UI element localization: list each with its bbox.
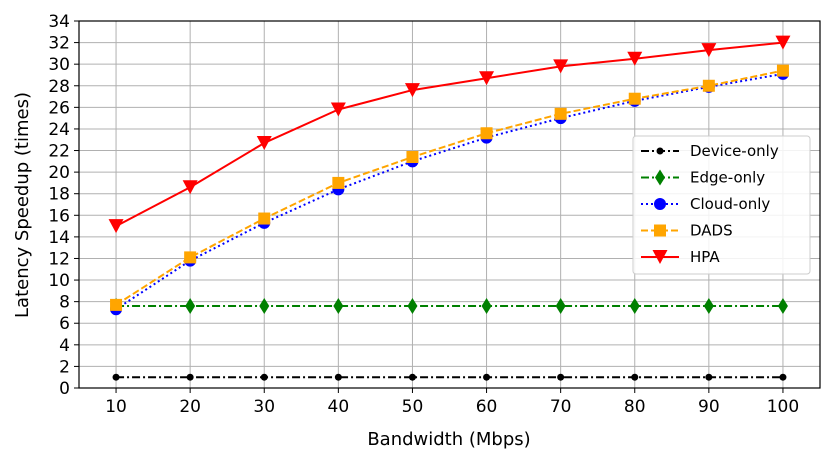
- data-point: [184, 251, 197, 264]
- data-point: [332, 176, 345, 189]
- x-tick-label: 40: [328, 397, 350, 417]
- y-tick-label: 6: [59, 314, 70, 334]
- y-tick-label: 32: [48, 34, 70, 54]
- legend-marker: [655, 169, 665, 186]
- data-point: [479, 71, 495, 86]
- legend-label: HPA: [690, 248, 720, 266]
- data-point: [631, 373, 639, 381]
- data-point: [256, 135, 272, 150]
- y-axis-label: Latency Speedup (times): [12, 92, 33, 318]
- legend-label: Cloud-only: [690, 195, 770, 213]
- x-tick-label: 60: [476, 397, 498, 417]
- x-tick-label: 30: [253, 397, 275, 417]
- series-device-only: [112, 373, 787, 381]
- data-point: [407, 297, 418, 314]
- data-point: [182, 180, 198, 195]
- legend-marker: [654, 224, 666, 237]
- y-tick-label: 12: [48, 249, 70, 269]
- legend-marker: [656, 147, 664, 155]
- legend-label: Edge-only: [690, 169, 765, 187]
- data-point: [110, 298, 123, 311]
- data-point: [185, 297, 196, 314]
- data-point: [480, 127, 493, 140]
- x-axis-label: Bandwidth (Mbps): [367, 429, 530, 450]
- legend-label: DADS: [690, 222, 733, 240]
- data-point: [775, 35, 791, 50]
- y-tick-label: 2: [59, 357, 70, 377]
- data-point: [629, 297, 640, 314]
- y-tick-label: 22: [48, 142, 70, 162]
- y-tick-label: 34: [48, 12, 70, 32]
- y-tick-label: 16: [48, 206, 70, 226]
- y-tick-label: 28: [48, 77, 70, 97]
- data-point: [112, 373, 120, 381]
- x-tick-label: 70: [550, 397, 572, 417]
- data-point: [701, 43, 717, 58]
- data-point: [258, 212, 271, 225]
- data-point: [406, 151, 419, 164]
- data-point: [555, 297, 566, 314]
- data-point: [777, 297, 788, 314]
- y-tick-label: 18: [48, 185, 70, 205]
- series-layer: [108, 35, 791, 381]
- data-point: [404, 83, 420, 98]
- data-point: [703, 297, 714, 314]
- data-point: [628, 92, 641, 105]
- x-tick-label: 20: [179, 397, 201, 417]
- legend-marker: [652, 250, 668, 264]
- y-tick-label: 10: [48, 271, 70, 291]
- y-tick-label: 20: [48, 163, 70, 183]
- data-point: [259, 297, 270, 314]
- x-tick-label: 90: [698, 397, 720, 417]
- data-point: [483, 373, 491, 381]
- data-point: [186, 373, 194, 381]
- legend-label: Device-only: [690, 142, 779, 160]
- y-tick-label: 24: [48, 120, 70, 140]
- x-tick-label: 10: [105, 397, 127, 417]
- data-point: [554, 107, 567, 120]
- y-tick-label: 4: [59, 336, 70, 356]
- series-hpa: [108, 35, 791, 234]
- x-tick-label: 50: [402, 397, 424, 417]
- data-point: [776, 64, 789, 77]
- data-point: [260, 373, 268, 381]
- x-axis-ticks: 10 20 30 40 50 60 70 80 90 100: [105, 388, 799, 417]
- x-tick-label: 80: [624, 397, 646, 417]
- data-point: [334, 373, 342, 381]
- y-tick-label: 8: [59, 293, 70, 313]
- y-tick-label: 30: [48, 55, 70, 75]
- y-tick-label: 26: [48, 98, 70, 118]
- data-point: [557, 373, 565, 381]
- series-line: [115, 72, 784, 311]
- legend-marker: [654, 198, 666, 210]
- series-line: [115, 41, 784, 227]
- x-tick-label: 100: [767, 397, 799, 417]
- y-tick-label: 14: [48, 228, 70, 248]
- data-point: [481, 297, 492, 314]
- series-dads: [110, 64, 789, 311]
- data-point: [333, 297, 344, 314]
- series-line: [115, 69, 784, 306]
- data-point: [702, 79, 715, 92]
- data-point: [408, 373, 416, 381]
- data-point: [627, 51, 643, 66]
- data-point: [330, 102, 346, 117]
- legend-box: [632, 135, 811, 275]
- series-edge-only: [111, 297, 788, 314]
- data-point: [705, 373, 713, 381]
- plot-frame: [78, 20, 821, 389]
- legend: Device-only Edge-only Cloud-only DADS HPA: [632, 135, 811, 275]
- y-tick-label: 0: [59, 379, 70, 399]
- data-point: [553, 59, 569, 74]
- data-point: [108, 219, 124, 234]
- data-point: [779, 373, 787, 381]
